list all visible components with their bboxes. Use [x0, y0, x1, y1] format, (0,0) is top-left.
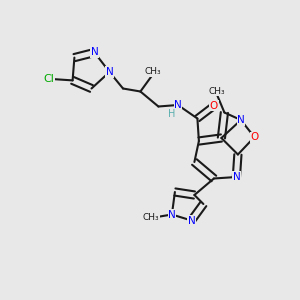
Text: N: N [91, 47, 98, 58]
Text: N: N [168, 209, 176, 220]
Text: H: H [168, 109, 175, 119]
Text: Cl: Cl [43, 74, 54, 84]
Text: N: N [188, 215, 195, 226]
Text: N: N [237, 115, 245, 125]
Text: CH₃: CH₃ [144, 68, 161, 76]
Text: O: O [250, 132, 259, 142]
Text: O: O [210, 101, 218, 111]
Text: CH₃: CH₃ [208, 87, 225, 96]
Text: N: N [232, 172, 240, 182]
Text: N: N [174, 100, 182, 110]
Text: CH₃: CH₃ [142, 213, 159, 222]
Text: N: N [106, 67, 113, 77]
